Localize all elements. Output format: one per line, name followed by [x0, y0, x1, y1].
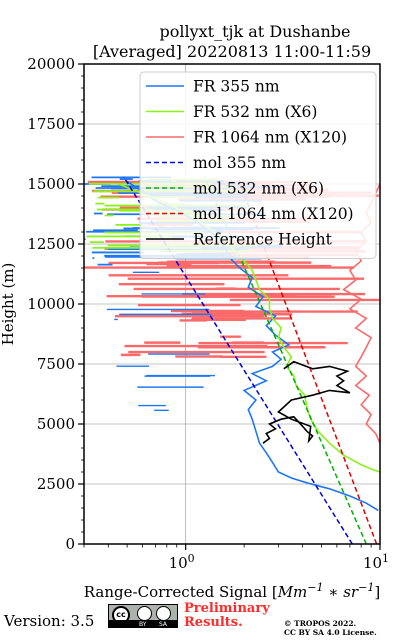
- y-tick-label: 10000: [27, 295, 75, 313]
- cc-license-badge: cc BY SA: [108, 604, 178, 628]
- legend-label-3: mol 355 nm: [193, 154, 286, 172]
- x-axis-label-part: Mm: [277, 583, 308, 601]
- legend-box: [139, 71, 377, 259]
- preliminary-line2: Results.: [184, 615, 243, 630]
- chart-title-line2: [Averaged] 20220813 11:00-11:59: [93, 42, 371, 61]
- person-icon: [137, 606, 152, 621]
- preliminary-notice: Preliminary Results.: [184, 602, 270, 630]
- x-axis-label-part: sr: [343, 583, 359, 601]
- x-tick-label: 100: [169, 552, 195, 572]
- y-tick-label: 7500: [37, 355, 75, 373]
- y-tick-label: 5000: [37, 415, 75, 433]
- legend-label-2: FR 1064 nm (X120): [193, 129, 347, 147]
- x-tick-base: 10: [169, 554, 188, 572]
- preliminary-line1: Preliminary: [184, 601, 270, 616]
- y-tick-label: 0: [65, 535, 75, 553]
- share-alike-icon: [156, 606, 171, 621]
- series-line-4: [203, 176, 367, 545]
- y-tick-label: 17500: [27, 115, 75, 133]
- x-axis-label-part: ]: [374, 583, 380, 601]
- y-tick-label: 15000: [27, 175, 75, 193]
- y-axis-label: Height (m): [0, 263, 17, 346]
- legend-label-1: FR 532 nm (X6): [193, 103, 317, 121]
- x-tick-exponent: 0: [188, 552, 195, 565]
- legend-label-5: mol 1064 nm (X120): [193, 205, 354, 223]
- copyright-line1: © TROPOS 2022.: [284, 619, 357, 628]
- x-tick-label: 101: [363, 552, 389, 572]
- copyright-line2: CC BY SA 4.0 License.: [284, 627, 377, 637]
- x-axis-label-part: ∗: [324, 583, 344, 601]
- y-tick-label: 20000: [27, 55, 75, 73]
- badge-by-text: BY: [139, 621, 147, 628]
- legend-label-0: FR 355 nm: [193, 78, 280, 96]
- badge-bottom-bar: [109, 620, 177, 627]
- chart-title-line1: pollyxt_tjk at Dushanbe: [159, 22, 350, 41]
- badge-sa-text: SA: [159, 621, 168, 628]
- legend-label-4: mol 532 nm (X6): [193, 180, 324, 198]
- copyright-notice: © TROPOS 2022. CC BY SA 4.0 License.: [284, 619, 377, 637]
- x-tick-exponent: 1: [382, 552, 389, 565]
- x-axis-label-part: −1: [307, 581, 323, 594]
- series-line-5: [236, 176, 378, 545]
- series-line-6: [262, 360, 351, 444]
- x-axis-label-part: −1: [358, 581, 374, 594]
- legend: FR 355 nm FR 532 nm (X6) FR 1064 nm (X120)…: [139, 71, 377, 259]
- x-axis-label-part: Range-Corrected Signal [: [84, 583, 278, 601]
- y-tick-label: 2500: [37, 475, 75, 493]
- legend-label-6: Reference Height: [193, 231, 333, 249]
- axes-layer: 0250050007500100001250015000175002000010…: [27, 55, 389, 572]
- y-tick-label: 12500: [27, 235, 75, 253]
- x-axis-label: Range-Corrected Signal [Mm−1 ∗ sr−1]: [84, 581, 380, 601]
- version-label: Version: 3.5: [4, 612, 95, 630]
- x-tick-base: 10: [363, 554, 382, 572]
